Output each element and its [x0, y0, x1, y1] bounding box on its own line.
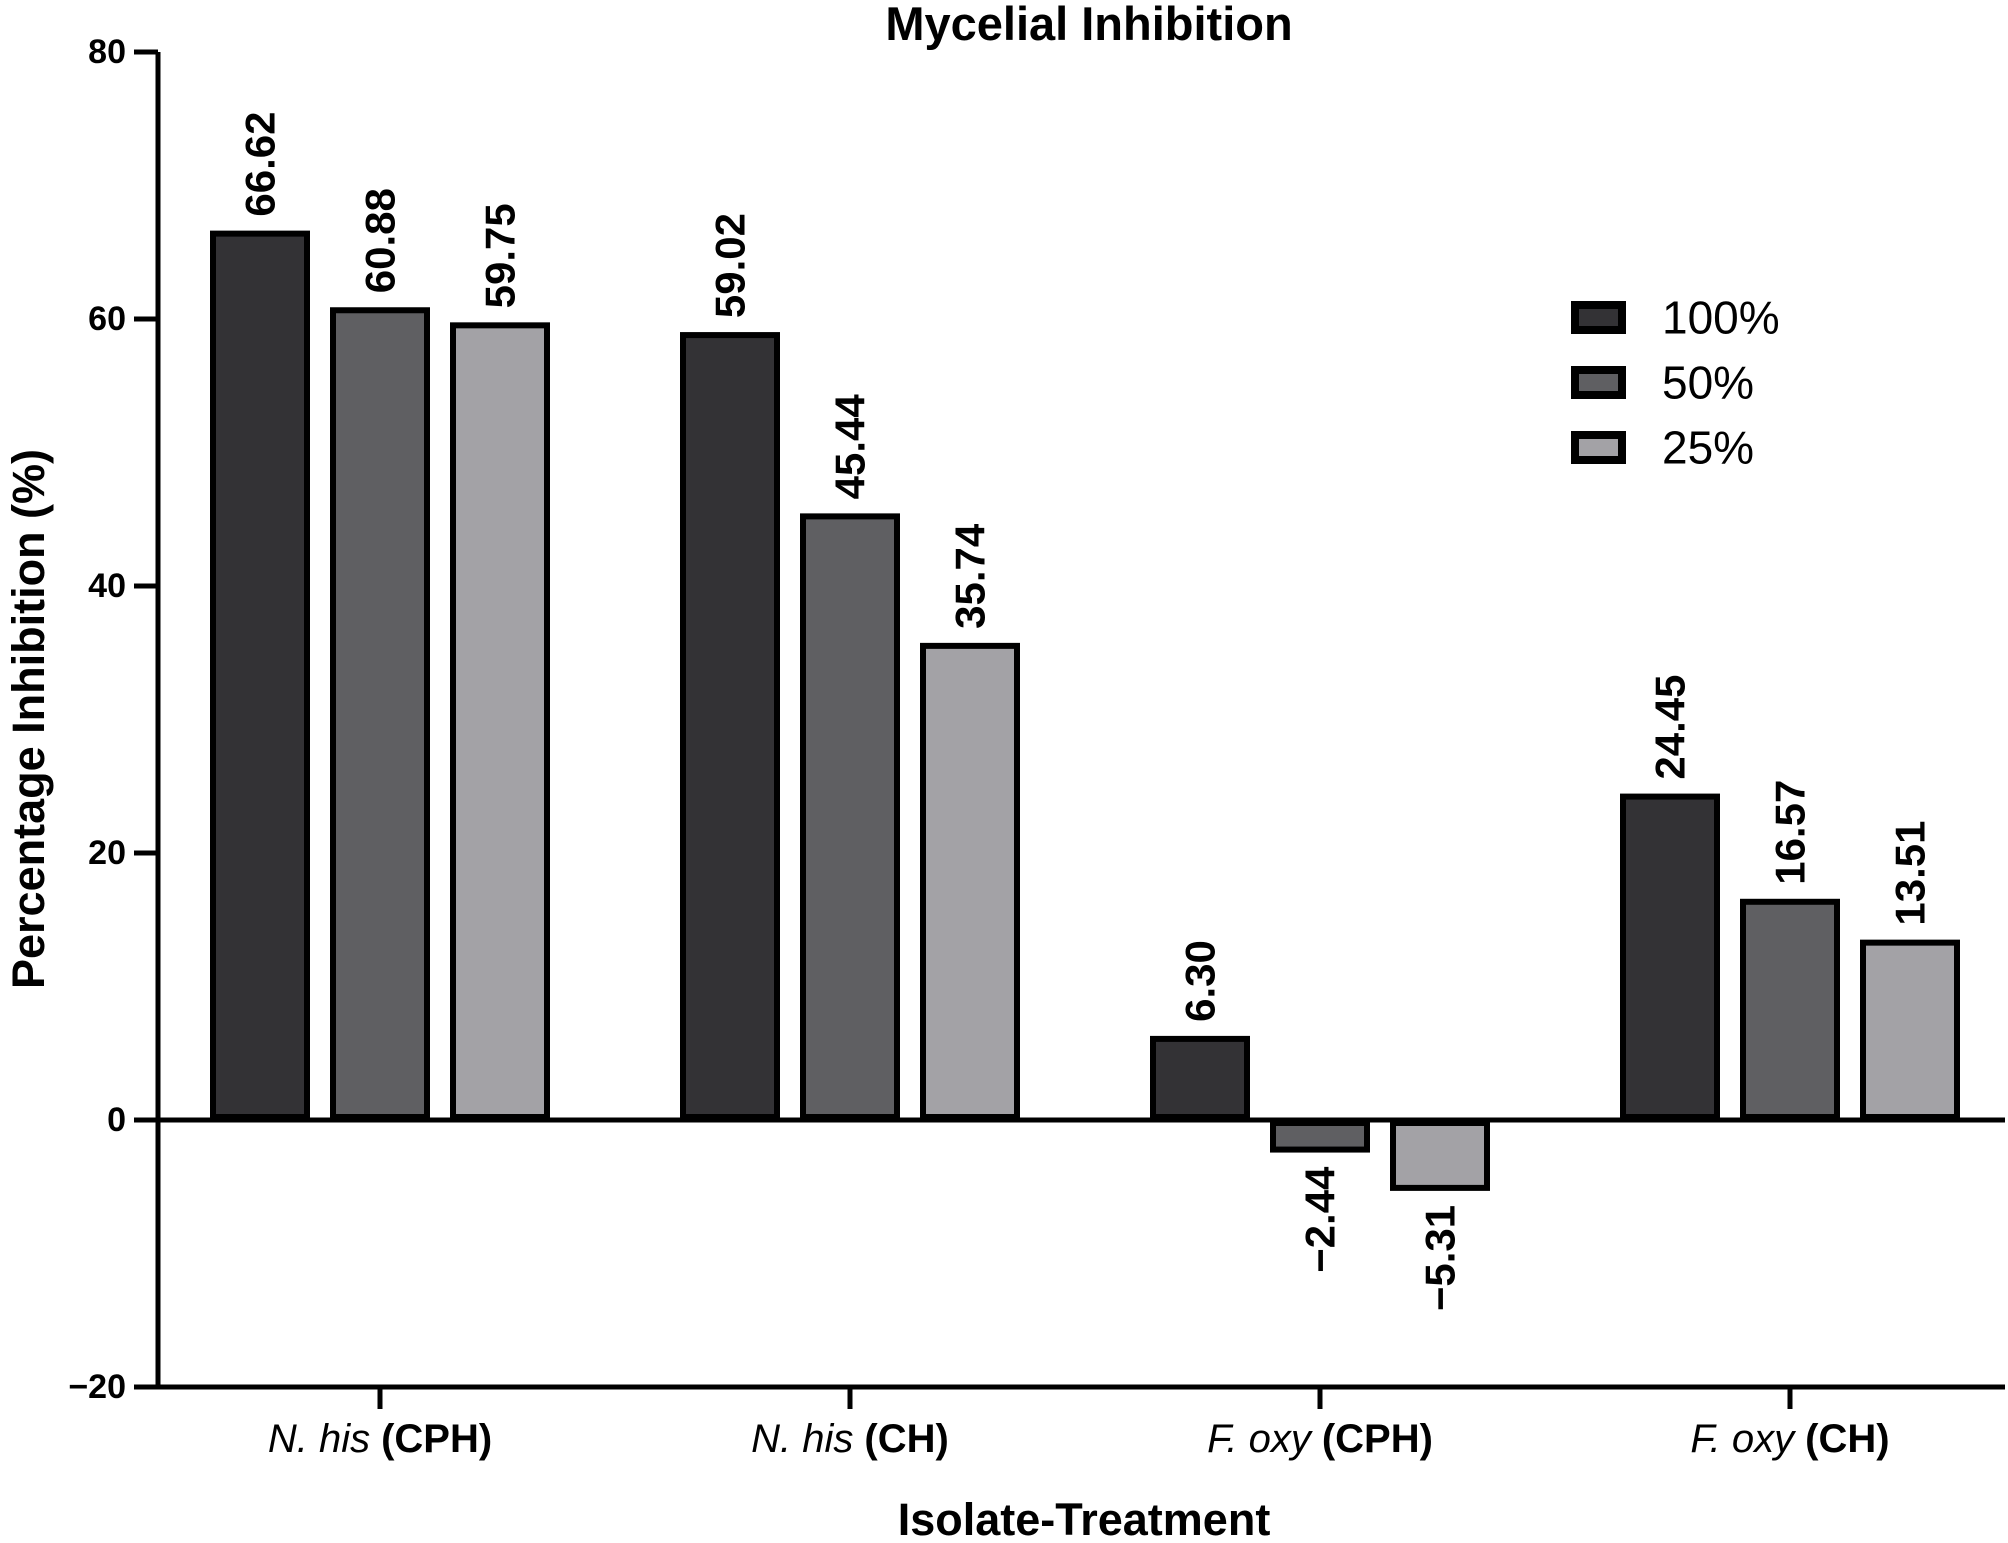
bar-25%-N. his (CPH)	[450, 322, 550, 1120]
x-category-label: F. oxy (CPH)	[1207, 1417, 1433, 1461]
bar-value-label: 16.57	[1767, 780, 1814, 885]
category-species: N. his	[268, 1417, 370, 1461]
bar-value-label: 35.74	[947, 523, 994, 629]
bar-value-label: 66.62	[237, 112, 284, 217]
bar-value-label: 59.02	[707, 213, 754, 318]
bar-value-label: 60.88	[357, 188, 404, 293]
bar-value-label: 59.75	[477, 203, 524, 308]
bar-50%-F. oxy (CH)	[1740, 898, 1840, 1121]
y-tick-label: 0	[107, 1101, 126, 1139]
plot-area: 66.62 59.02 6.30 24.45 60.88 45.44 −2.44 16.57 5…	[68, 33, 2005, 1461]
bar-100%-N. his (CH)	[680, 332, 780, 1120]
category-treatment: (CH)	[1805, 1417, 1889, 1461]
category-treatment: (CPH)	[1322, 1417, 1433, 1461]
bar-50%-F. oxy (CPH)	[1270, 1120, 1370, 1153]
legend-label: 100%	[1662, 292, 1780, 344]
bar-50%-N. his (CPH)	[330, 307, 430, 1120]
bar-value-label: 45.44	[827, 394, 874, 500]
bar-100%-N. his (CPH)	[210, 230, 310, 1121]
bar-100%-F. oxy (CH)	[1620, 793, 1720, 1121]
bar-value-label: 6.30	[1177, 940, 1224, 1022]
category-species: F. oxy	[1690, 1417, 1797, 1461]
bar-value-label: −5.31	[1417, 1205, 1464, 1311]
bar-50%-N. his (CH)	[800, 513, 900, 1120]
bar-25%-F. oxy (CPH)	[1390, 1120, 1490, 1191]
y-tick-label: 20	[88, 834, 126, 872]
category-treatment: (CH)	[864, 1417, 948, 1461]
bar-value-label: −2.44	[1297, 1166, 1344, 1273]
x-axis-title: Isolate-Treatment	[898, 1494, 1271, 1543]
y-tick-label: 40	[88, 567, 126, 605]
legend-swatch-50%	[1571, 366, 1626, 399]
y-tick-label: −20	[68, 1368, 126, 1406]
y-axis-title: Percentage Inhibition (%)	[3, 449, 54, 989]
bar-25%-N. his (CH)	[920, 642, 1020, 1120]
category-treatment: (CPH)	[381, 1417, 492, 1461]
legend-swatch-100%	[1571, 301, 1626, 334]
legend: 100% 50% 25%	[1571, 292, 1780, 474]
x-category-label: F. oxy (CH)	[1690, 1417, 1889, 1461]
legend-label: 50%	[1662, 357, 1754, 409]
x-category-label: N. his (CPH)	[268, 1417, 492, 1461]
y-tick-label: 60	[88, 300, 126, 338]
bar-value-label: 13.51	[1887, 821, 1934, 926]
bar-value-label: 24.45	[1647, 674, 1694, 779]
legend-swatch-25%	[1571, 431, 1626, 464]
category-species: N. his	[751, 1417, 853, 1461]
bar-25%-F. oxy (CH)	[1860, 939, 1960, 1120]
bar-100%-F. oxy (CPH)	[1150, 1035, 1250, 1121]
category-species: F. oxy	[1207, 1417, 1314, 1461]
chart-title: Mycelial Inhibition	[885, 0, 1292, 50]
legend-label: 25%	[1662, 422, 1754, 474]
y-tick-label: 80	[88, 33, 126, 71]
x-category-label: N. his (CH)	[751, 1417, 949, 1461]
